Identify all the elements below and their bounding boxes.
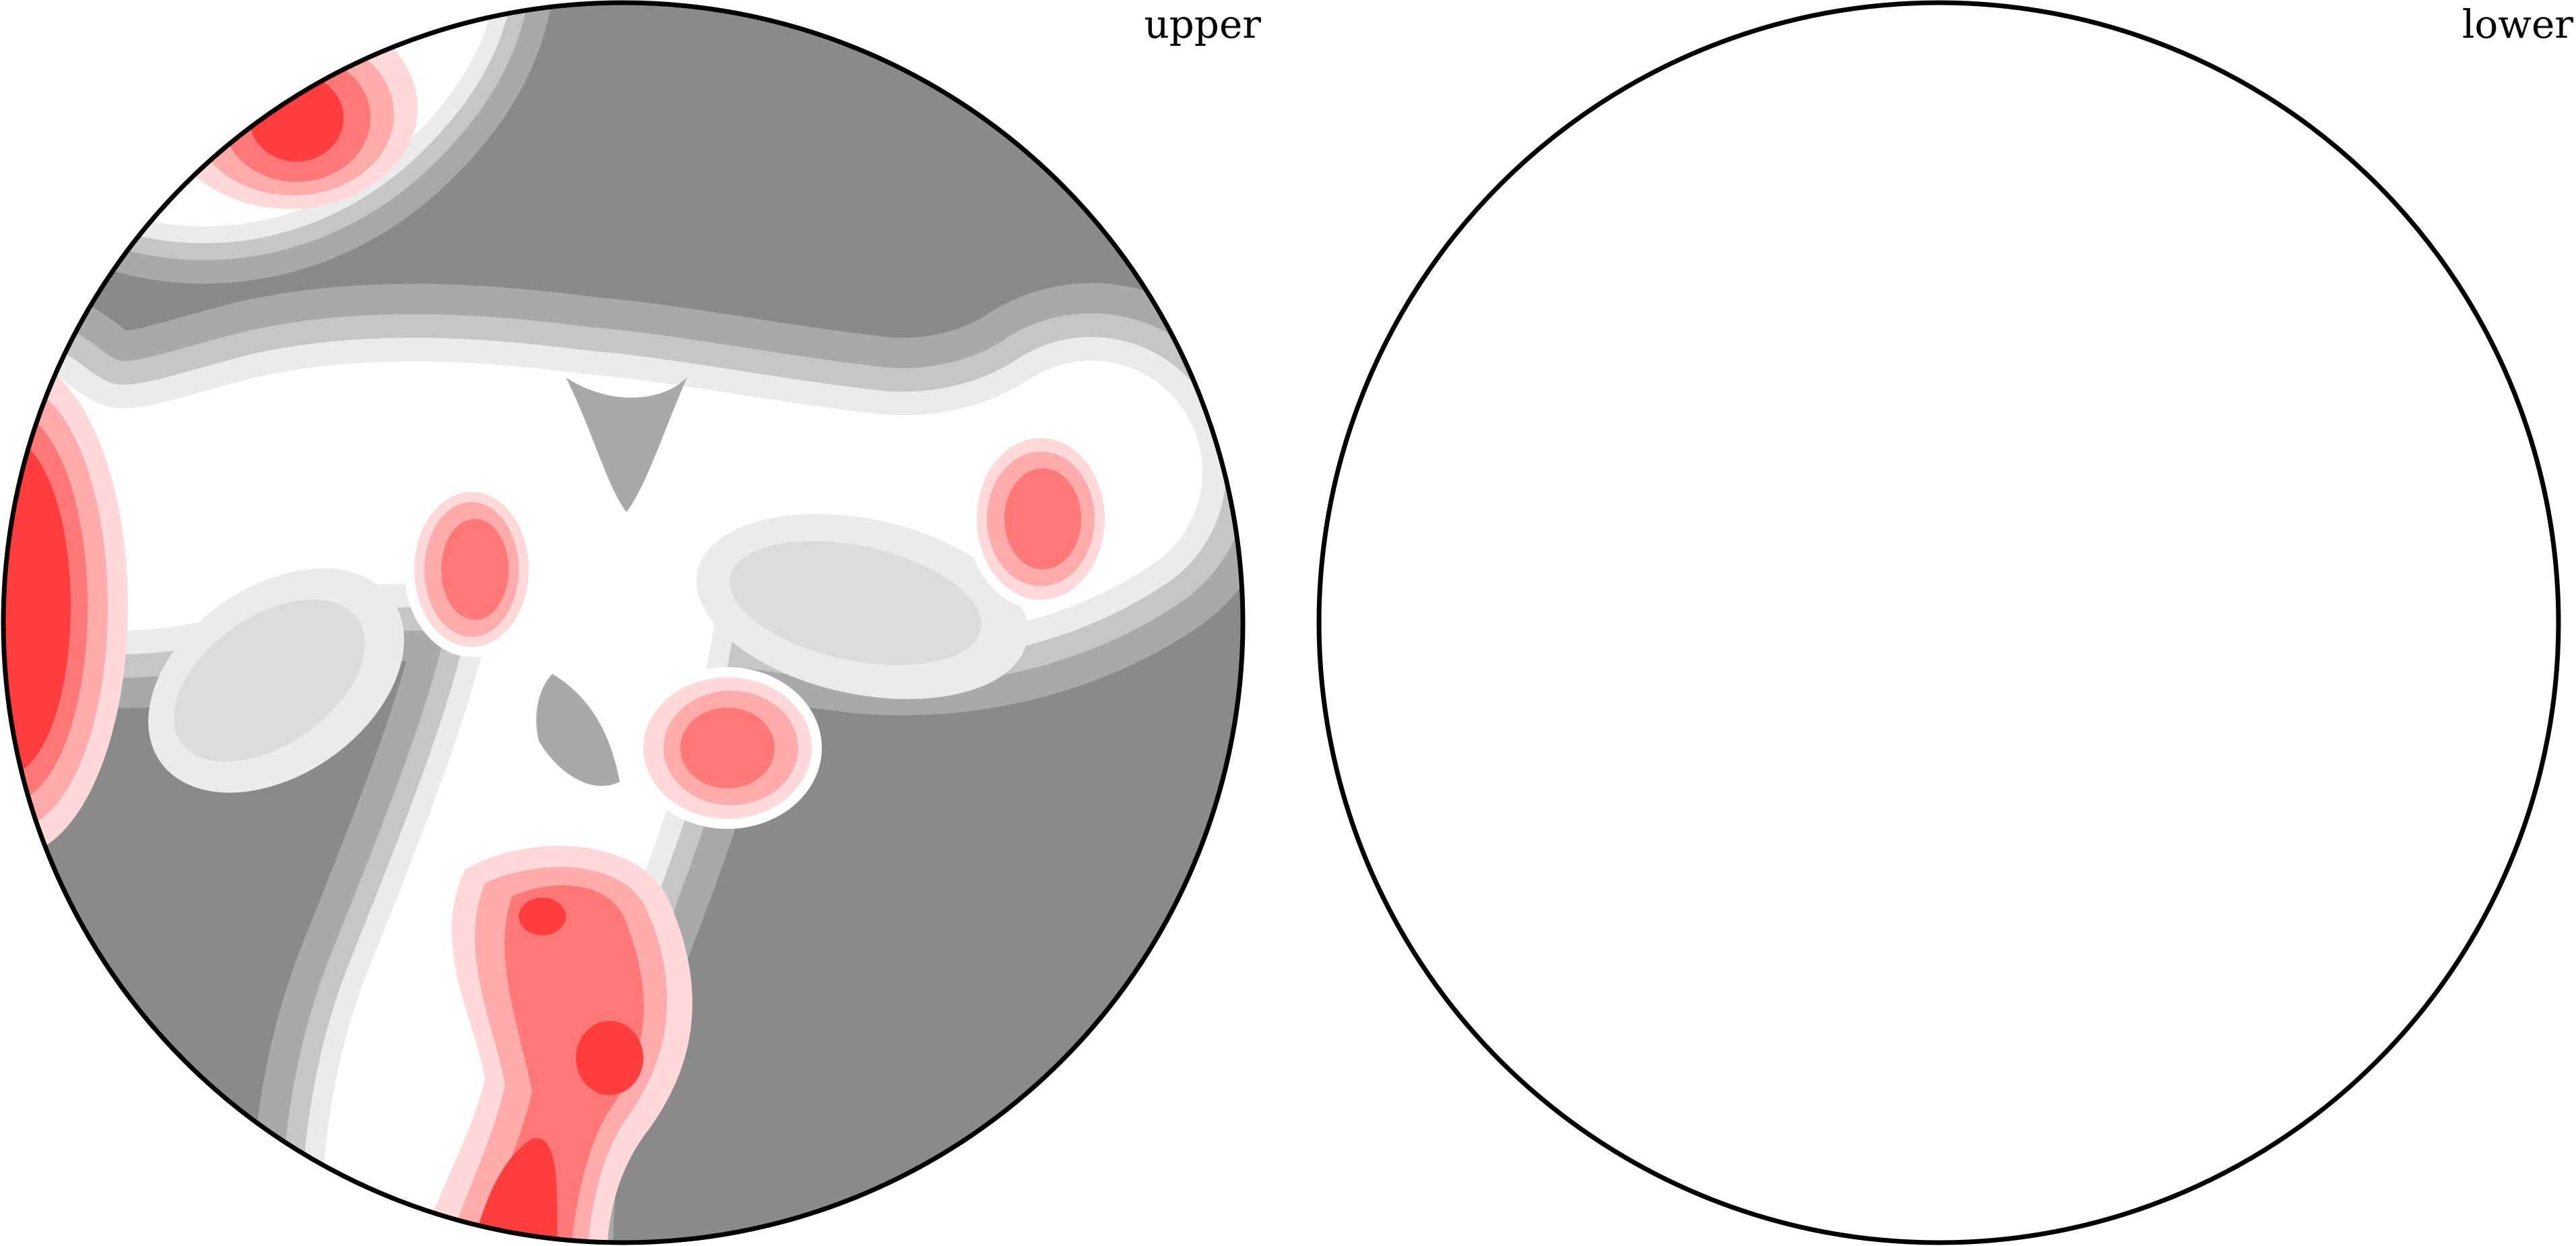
center-gap: [536, 674, 620, 786]
upper-hemisphere-plot: upper: [1, 0, 1261, 1245]
upper-label: upper: [1144, 1, 1261, 47]
maximum-left-edge: [3, 357, 128, 856]
upper-hemisphere-outline: [1, 0, 1246, 1245]
maximum-center-right: [633, 667, 822, 829]
maximum-lower-center: [411, 846, 693, 1243]
lower-label: lower: [2462, 1, 2573, 47]
lower-hemisphere-plot: lower: [1316, 0, 2573, 1245]
maximum-center-left: [404, 482, 539, 657]
lower-hemisphere-outline: [1316, 0, 2561, 1245]
low-pocket-left-inner: [174, 599, 365, 762]
maximum-top-left: [162, 7, 418, 209]
low-pocket-right-inner: [730, 540, 981, 666]
maximum-upper-right: [967, 428, 1115, 610]
center-notch: [566, 377, 687, 512]
